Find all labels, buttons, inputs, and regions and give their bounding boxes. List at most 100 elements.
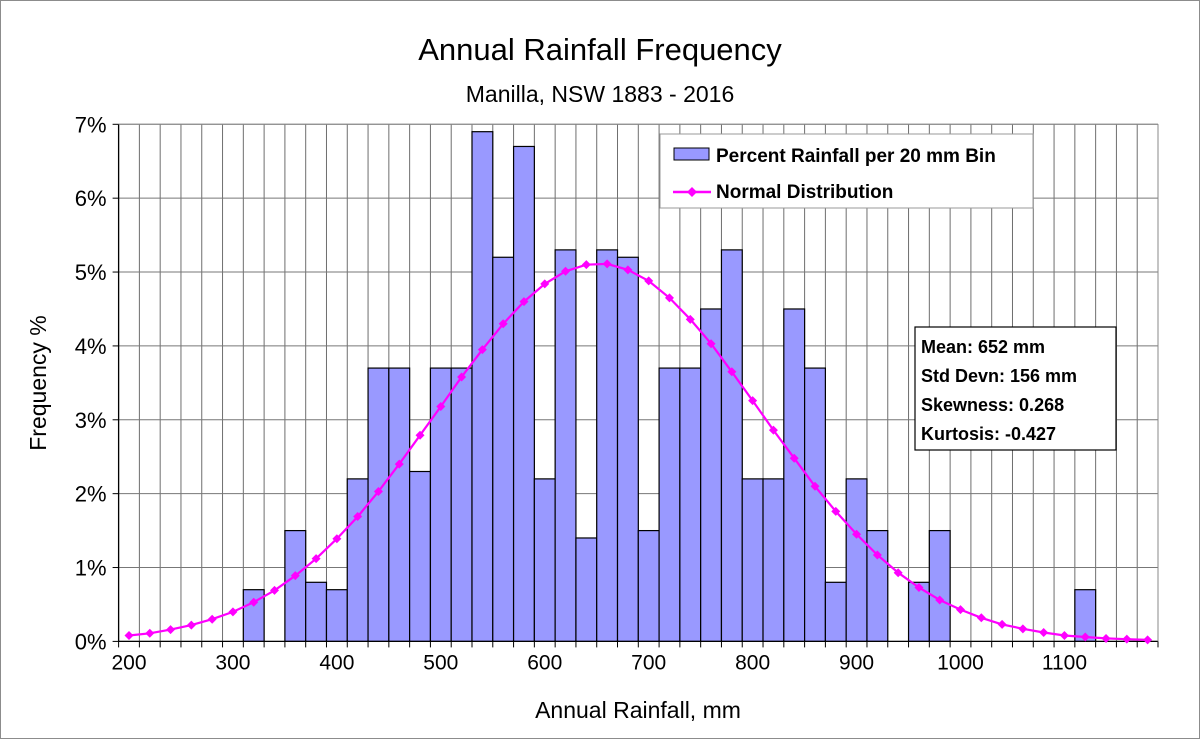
- y-tick-label: 1%: [75, 556, 107, 581]
- normal-point-marker: [623, 265, 633, 275]
- histogram-bar: [533, 478, 556, 642]
- axes: [112, 123, 1159, 648]
- legend: Percent Rainfall per 20 mm Bin Normal Di…: [659, 133, 1034, 209]
- normal-point-marker: [810, 481, 820, 491]
- x-tick-label: 1100: [1042, 651, 1087, 674]
- histogram-bar: [762, 478, 785, 642]
- stat-kurtosis: Kurtosis: -0.427: [921, 424, 1056, 444]
- histogram-bar: [679, 367, 702, 642]
- histogram-bar: [450, 367, 473, 642]
- histogram-bar: [845, 478, 868, 642]
- normal-point-marker: [1101, 633, 1111, 643]
- legend-box: [659, 133, 1034, 209]
- normal-point-marker: [685, 314, 695, 324]
- normal-point-marker: [186, 620, 196, 630]
- normal-point-marker: [1143, 635, 1153, 645]
- normal-point-marker: [748, 396, 758, 406]
- chart-title: Annual Rainfall Frequency: [418, 32, 782, 67]
- y-tick-label: 7%: [75, 112, 107, 137]
- y-tick-label: 6%: [75, 186, 107, 211]
- normal-point-marker: [644, 276, 654, 286]
- normal-point-marker: [727, 367, 737, 377]
- y-tick-label: 3%: [75, 408, 107, 433]
- histogram-bar: [512, 145, 535, 642]
- legend-bar-swatch: [673, 147, 710, 161]
- normal-point-marker: [207, 614, 217, 624]
- histogram-bar: [783, 308, 806, 642]
- histogram-bar: [741, 478, 764, 642]
- normal-point-marker: [436, 401, 446, 411]
- x-tick-label: 500: [423, 651, 458, 674]
- normal-point-marker: [872, 550, 882, 560]
- normal-point-marker: [249, 597, 259, 607]
- normal-point-marker: [664, 293, 674, 303]
- histogram-bar: [824, 581, 847, 642]
- normal-point-marker: [311, 554, 321, 564]
- y-tick-label: 0%: [75, 629, 107, 654]
- x-tick-label: 200: [111, 651, 146, 674]
- normal-point-marker: [997, 619, 1007, 629]
- stat-skewness: Skewness: 0.268: [921, 395, 1064, 415]
- normal-point-marker: [602, 259, 612, 269]
- normal-point-marker: [166, 625, 176, 635]
- histogram-bar: [720, 249, 743, 643]
- stat-mean: Mean: 652 mm: [921, 337, 1045, 357]
- normal-point-marker: [373, 486, 383, 496]
- histogram-bar: [928, 529, 951, 642]
- normal-point-marker: [852, 529, 862, 539]
- normal-point-marker: [561, 266, 571, 276]
- normal-point-marker: [914, 582, 924, 592]
- normal-point-marker: [290, 571, 300, 581]
- normal-point-marker: [976, 613, 986, 623]
- chart-subtitle: Manilla, NSW 1883 - 2016: [466, 81, 734, 107]
- x-axis-title: Annual Rainfall, mm: [535, 697, 741, 723]
- normal-point-marker: [394, 459, 404, 469]
- normal-point-marker: [353, 512, 363, 522]
- y-tick-label: 5%: [75, 260, 107, 285]
- histogram-bar: [658, 367, 681, 642]
- normal-point-marker: [893, 568, 903, 578]
- histogram-bar: [346, 478, 369, 642]
- normal-point-marker: [228, 607, 238, 617]
- normal-point-marker: [332, 534, 342, 544]
- normal-point-marker: [270, 585, 280, 595]
- legend-bar-label: Percent Rainfall per 20 mm Bin: [716, 146, 996, 167]
- histogram-bar: [554, 249, 577, 643]
- histogram-bar: [284, 529, 307, 642]
- normal-point-marker: [831, 506, 841, 516]
- normal-point-marker: [581, 260, 591, 270]
- normal-distribution-line: [128, 262, 1148, 641]
- histogram-bar: [367, 367, 390, 642]
- normal-point-marker: [415, 430, 425, 440]
- normal-point-marker: [477, 345, 487, 355]
- x-tick-label: 600: [527, 651, 562, 674]
- normal-point-marker: [1018, 624, 1028, 634]
- x-tick-label: 400: [319, 651, 354, 674]
- normal-point-marker: [1080, 632, 1090, 642]
- y-tick-label: 2%: [75, 482, 107, 507]
- normal-point-marker: [457, 372, 467, 382]
- normal-point-marker: [498, 319, 508, 329]
- stats-box: Mean: 652 mm Std Devn: 156 mm Skewness: …: [914, 326, 1117, 451]
- normal-point-marker: [956, 605, 966, 615]
- normal-point-marker: [768, 425, 778, 435]
- histogram-bar: [575, 537, 598, 642]
- normal-point-marker: [519, 297, 529, 307]
- histogram-bar: [325, 589, 348, 643]
- normal-point-marker: [706, 339, 716, 349]
- x-tick-label: 900: [839, 651, 874, 674]
- x-tick-label: 700: [631, 651, 666, 674]
- normal-point-marker: [789, 453, 799, 463]
- normal-point-marker: [124, 630, 134, 640]
- x-tick-label: 1000: [937, 651, 984, 674]
- normal-point-marker: [1122, 634, 1132, 644]
- normal-line: [124, 259, 1153, 645]
- legend-line-label: Normal Distribution: [716, 182, 893, 203]
- x-tick-label: 300: [215, 651, 250, 674]
- normal-point-marker: [145, 628, 155, 638]
- normal-point-marker: [540, 279, 550, 289]
- y-tick-label: 4%: [75, 334, 107, 359]
- normal-point-marker: [1059, 630, 1069, 640]
- x-tick-label: 800: [735, 651, 770, 674]
